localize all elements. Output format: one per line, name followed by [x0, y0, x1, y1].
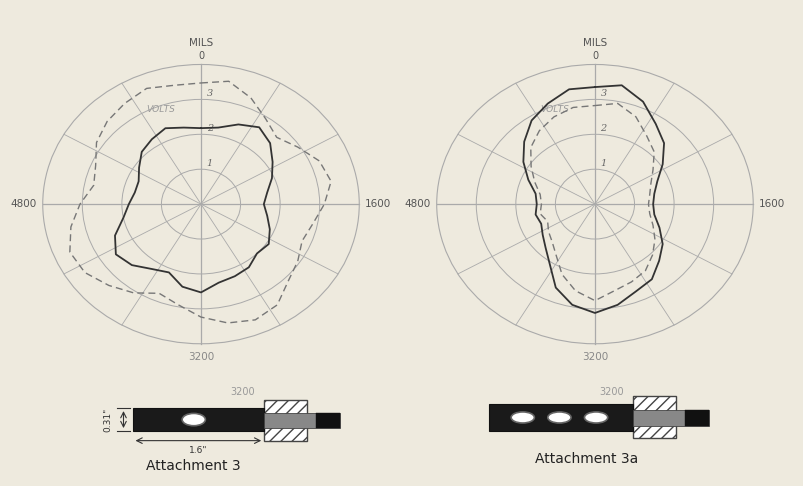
- FancyBboxPatch shape: [132, 408, 263, 431]
- Text: 0: 0: [198, 51, 204, 61]
- Text: 1600: 1600: [758, 199, 784, 209]
- Text: 4800: 4800: [405, 199, 430, 209]
- FancyBboxPatch shape: [488, 404, 632, 431]
- Text: 1600: 1600: [365, 199, 390, 209]
- Text: 1: 1: [206, 159, 213, 168]
- FancyBboxPatch shape: [263, 413, 340, 428]
- Circle shape: [584, 412, 607, 423]
- Text: 0: 0: [591, 51, 597, 61]
- Text: 3: 3: [600, 89, 606, 98]
- FancyBboxPatch shape: [316, 413, 340, 428]
- Text: MILS: MILS: [189, 38, 213, 48]
- Text: VOLTS: VOLTS: [146, 104, 175, 114]
- Text: 2: 2: [206, 124, 213, 133]
- Text: 3200: 3200: [598, 387, 623, 397]
- Text: 3: 3: [206, 89, 213, 98]
- FancyBboxPatch shape: [263, 400, 307, 441]
- Text: 0.31": 0.31": [104, 407, 112, 432]
- Text: 1: 1: [600, 159, 606, 168]
- Text: Attachment 3: Attachment 3: [146, 459, 241, 473]
- Text: Attachment 3a: Attachment 3a: [535, 451, 638, 466]
- Text: 3200: 3200: [230, 387, 255, 397]
- Text: 3200: 3200: [188, 352, 214, 362]
- Circle shape: [547, 412, 570, 423]
- Text: 2: 2: [600, 124, 606, 133]
- Text: 4800: 4800: [11, 199, 37, 209]
- FancyBboxPatch shape: [632, 396, 675, 438]
- FancyBboxPatch shape: [684, 410, 708, 426]
- FancyBboxPatch shape: [632, 410, 708, 426]
- Text: 1.6": 1.6": [189, 446, 207, 455]
- Text: MILS: MILS: [582, 38, 606, 48]
- Circle shape: [511, 412, 534, 423]
- Circle shape: [182, 414, 205, 426]
- Text: VOLTS: VOLTS: [540, 104, 569, 114]
- Text: 3200: 3200: [581, 352, 607, 362]
